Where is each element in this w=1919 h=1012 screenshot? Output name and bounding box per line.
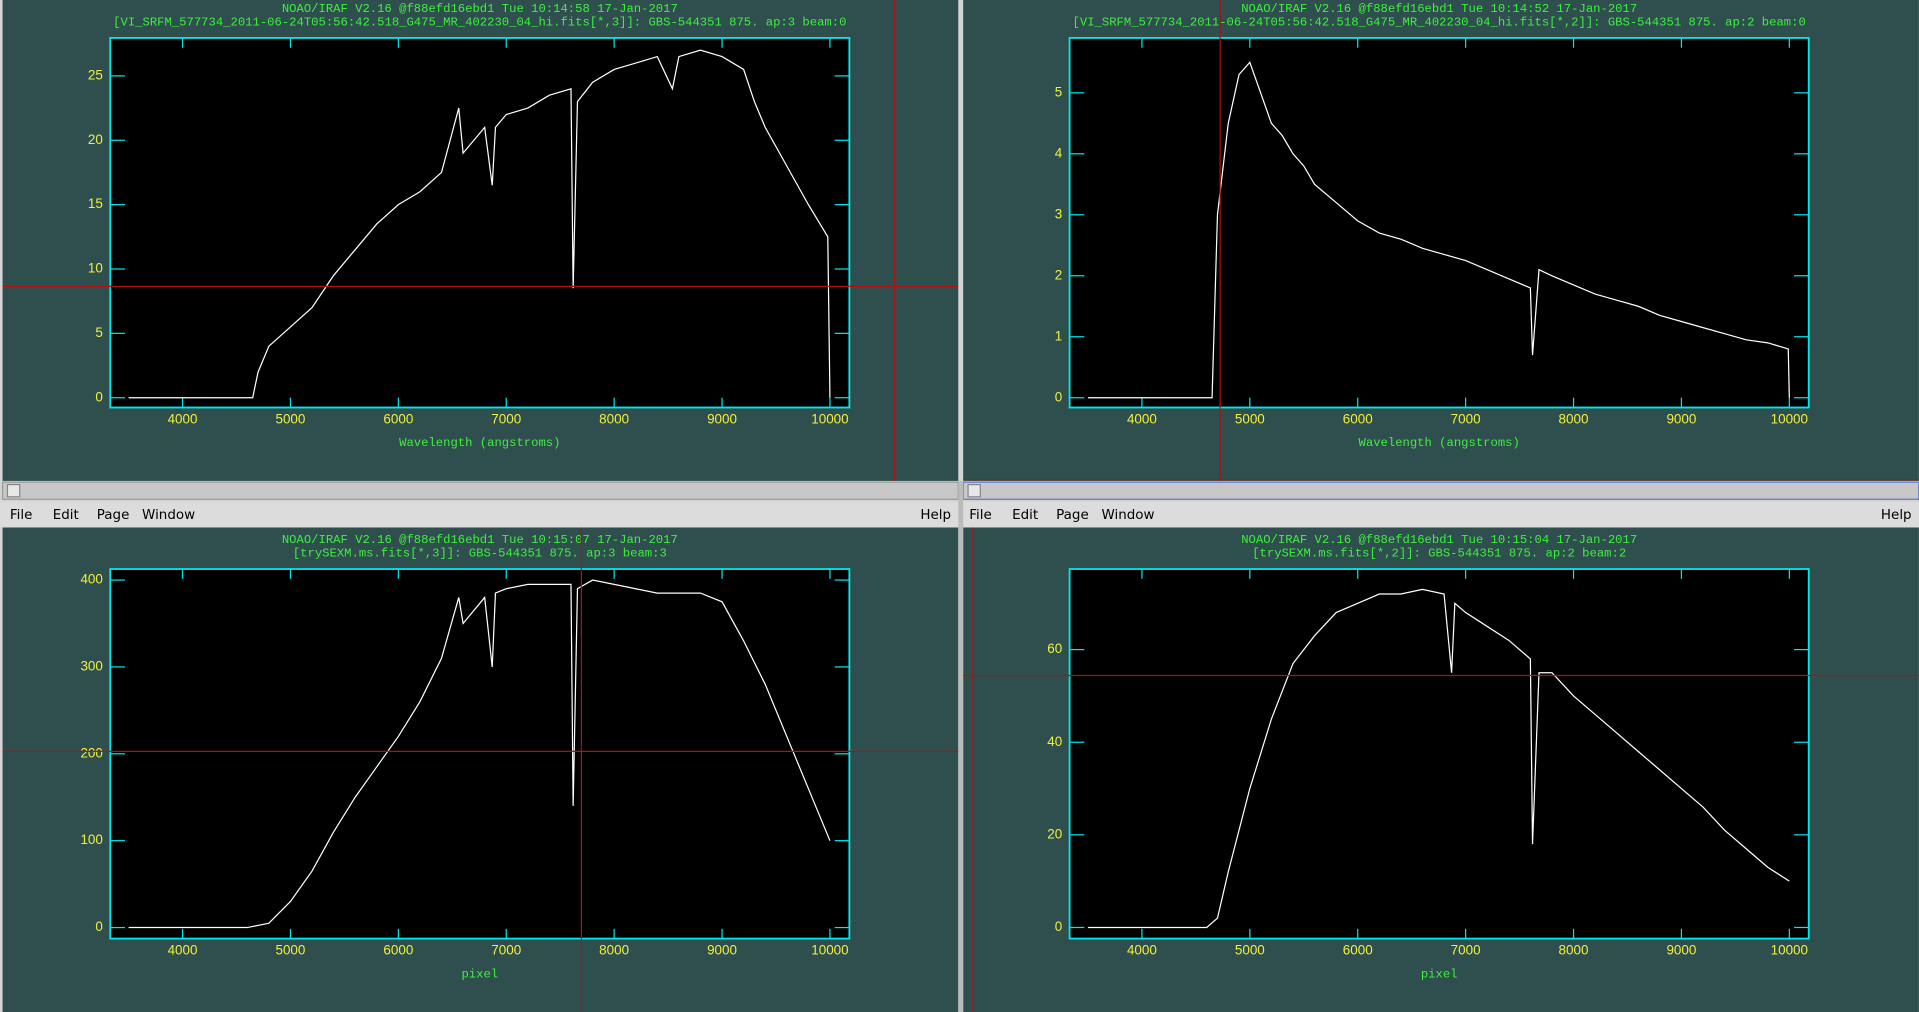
x-tick-label: 4000 (1127, 942, 1157, 957)
x-tick-label: 7000 (491, 942, 521, 957)
x-tick-label: 6000 (1343, 411, 1373, 426)
menu-item[interactable]: Window (142, 508, 195, 523)
y-tick-label: 15 (88, 196, 103, 211)
y-tick-label: 25 (88, 67, 103, 82)
chart-subtitle: [VI_SRFM_577734_2011-06-24T05:56:42.518_… (113, 15, 846, 29)
spectrum-line (128, 579, 831, 929)
x-tick-label: 7000 (1451, 942, 1481, 957)
chart-subtitle: [VI_SRFM_577734_2011-06-24T05:56:42.518_… (1073, 15, 1806, 29)
x-tick-label: 8000 (599, 411, 629, 426)
menu-item[interactable]: Edit (53, 508, 79, 523)
spectrum-line (1087, 588, 1790, 929)
menu-item[interactable]: Window (1101, 508, 1154, 523)
y-tick-label: 200 (80, 745, 102, 760)
x-tick-label: 8000 (599, 942, 629, 957)
y-tick-label: 60 (1047, 641, 1062, 656)
scroll-thumb[interactable] (6, 483, 21, 498)
x-tick-label: 5000 (1235, 411, 1265, 426)
menu-item[interactable]: Help (1881, 508, 1912, 523)
x-tick-label: 7000 (1451, 411, 1481, 426)
x-axis-label: pixel (1421, 967, 1458, 981)
y-tick-label: 10 (88, 261, 103, 276)
chart-title: NOAO/IRAF V2.16 @f88efd16ebd1 Tue 10:14:… (1241, 2, 1637, 16)
x-tick-label: 6000 (1343, 942, 1373, 957)
x-tick-label: 10000 (811, 942, 848, 957)
menu-item[interactable]: Page (1056, 508, 1089, 523)
y-tick-label: 20 (1047, 826, 1062, 841)
menu-item[interactable]: Page (97, 508, 130, 523)
chart-title: NOAO/IRAF V2.16 @f88efd16ebd1 Tue 10:14:… (282, 2, 678, 16)
plot-area (1068, 37, 1810, 409)
y-tick-label: 40 (1047, 734, 1062, 749)
spectrum-line (128, 49, 831, 399)
x-tick-label: 9000 (707, 411, 737, 426)
menu: File Edit Page Window Help File Edit Pag… (10, 508, 1912, 523)
spectrum-line (1087, 61, 1790, 399)
scroll-thumb[interactable] (967, 483, 981, 498)
x-tick-label: 9000 (1666, 942, 1696, 957)
y-tick-label: 0 (95, 919, 102, 934)
y-tick-label: 300 (80, 658, 102, 673)
x-tick-label: 6000 (383, 942, 413, 957)
y-tick-label: 2 (1055, 267, 1062, 282)
menu-item[interactable]: File (10, 508, 33, 523)
x-tick-label: 5000 (1235, 942, 1265, 957)
chart-subtitle: [trySEXM.ms.fits[*,3]]: GBS-544351 875. … (293, 546, 667, 560)
y-tick-label: 0 (95, 389, 102, 404)
x-tick-label: 4000 (168, 411, 198, 426)
y-tick-label: 1 (1055, 328, 1062, 343)
x-tick-label: 5000 (275, 942, 305, 957)
chart-title: NOAO/IRAF V2.16 @f88efd16ebd1 Tue 10:15:… (282, 533, 678, 547)
x-axis-label: pixel (461, 967, 498, 981)
divider (958, 480, 964, 1012)
x-tick-label: 4000 (168, 942, 198, 957)
y-tick-label: 0 (1055, 389, 1062, 404)
scrollbar[interactable] (962, 481, 1919, 500)
y-tick-label: 100 (80, 832, 102, 847)
scrollbar[interactable] (1, 481, 959, 500)
y-tick-label: 20 (88, 132, 103, 147)
x-axis-label: Wavelength (angstroms) (399, 436, 560, 450)
x-tick-label: 10000 (1771, 942, 1808, 957)
plot-area (109, 568, 851, 940)
chart-subtitle: [trySEXM.ms.fits[*,2]]: GBS-544351 875. … (1252, 546, 1626, 560)
x-tick-label: 8000 (1559, 411, 1589, 426)
x-tick-label: 10000 (811, 411, 848, 426)
menu-item[interactable]: File (969, 508, 992, 523)
x-tick-label: 9000 (1666, 411, 1696, 426)
y-tick-label: 5 (95, 325, 102, 340)
x-tick-label: 9000 (707, 942, 737, 957)
menu-item[interactable]: Help (920, 508, 951, 523)
plot-area (1068, 568, 1810, 940)
x-tick-label: 5000 (275, 411, 305, 426)
x-axis-label: Wavelength (angstroms) (1359, 436, 1520, 450)
y-tick-label: 400 (80, 572, 102, 587)
y-tick-label: 5 (1055, 84, 1062, 99)
x-tick-label: 4000 (1127, 411, 1157, 426)
x-tick-label: 6000 (383, 411, 413, 426)
y-tick-label: 0 (1055, 919, 1062, 934)
chart-title: NOAO/IRAF V2.16 @f88efd16ebd1 Tue 10:15:… (1241, 533, 1637, 547)
plots: NOAO/IRAF V2.16 @f88efd16ebd1 Tue 10:14:… (80, 2, 1810, 981)
x-tick-label: 7000 (491, 411, 521, 426)
y-tick-label: 3 (1055, 206, 1062, 221)
x-tick-label: 10000 (1771, 411, 1808, 426)
plot-area (109, 37, 851, 409)
y-tick-label: 4 (1055, 145, 1063, 160)
menu-item[interactable]: Edit (1012, 508, 1038, 523)
x-tick-label: 8000 (1559, 942, 1589, 957)
